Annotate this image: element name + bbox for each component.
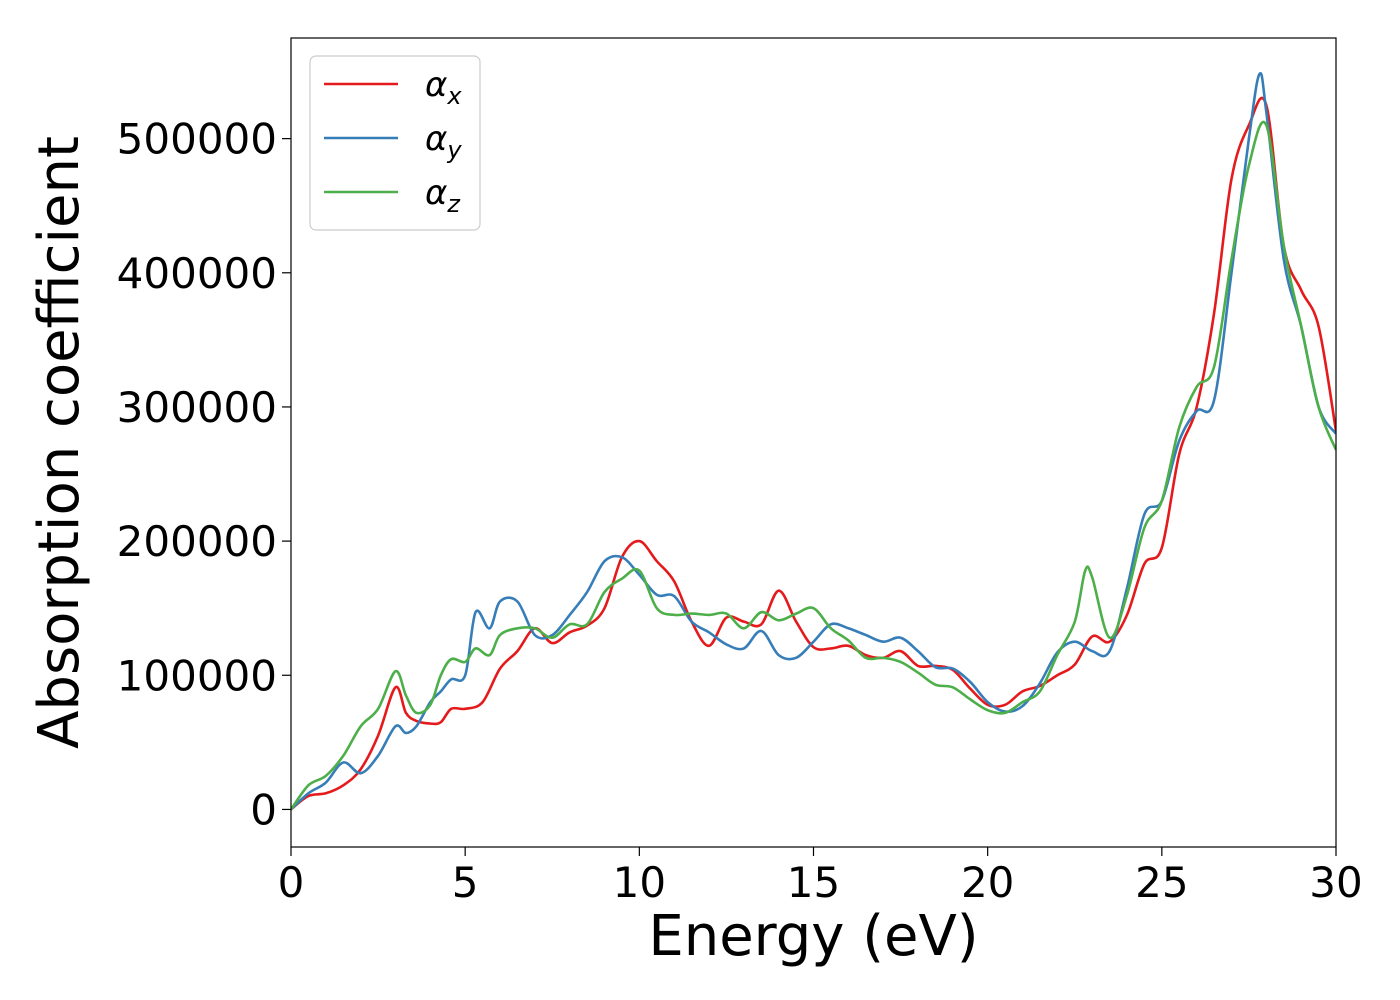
legend-symbol: α: [425, 119, 447, 159]
series-line-y: [291, 71, 1336, 811]
x-tick-label: 0: [278, 858, 305, 907]
x-tick-label: 20: [961, 858, 1014, 907]
legend-box: [309, 55, 481, 231]
y-axis-title: Absorption coefficient: [27, 136, 92, 749]
legend-subscript: x: [446, 82, 462, 110]
x-tick-label: 30: [1309, 858, 1362, 907]
legend-symbol: α: [425, 173, 447, 213]
y-tick-label: 300000: [117, 383, 277, 432]
x-axis: 0 5 10 15 20 25 30: [278, 847, 1363, 907]
legend-label-x: αx: [425, 65, 462, 110]
x-tick-label: 10: [613, 858, 666, 907]
legend-subscript: y: [446, 136, 462, 164]
series-layer: [291, 71, 1336, 811]
x-tick-label: 15: [787, 858, 840, 907]
x-axis-title: Energy (eV): [648, 904, 978, 969]
series-line-z: [291, 121, 1336, 811]
y-axis: 0 100000 200000 300000 400000 500000: [117, 115, 291, 834]
y-tick-label: 0: [250, 785, 277, 834]
legend-label-z: αz: [425, 173, 461, 218]
y-tick-label: 200000: [117, 517, 277, 566]
legend-subscript: z: [446, 190, 461, 218]
x-tick-label: 5: [452, 858, 479, 907]
legend-symbol: α: [425, 65, 447, 105]
y-tick-label: 100000: [117, 651, 277, 700]
y-tick-label: 400000: [117, 249, 277, 298]
legend-label-y: αy: [425, 119, 462, 164]
x-tick-label: 25: [1135, 858, 1188, 907]
y-tick-label: 500000: [117, 115, 277, 164]
